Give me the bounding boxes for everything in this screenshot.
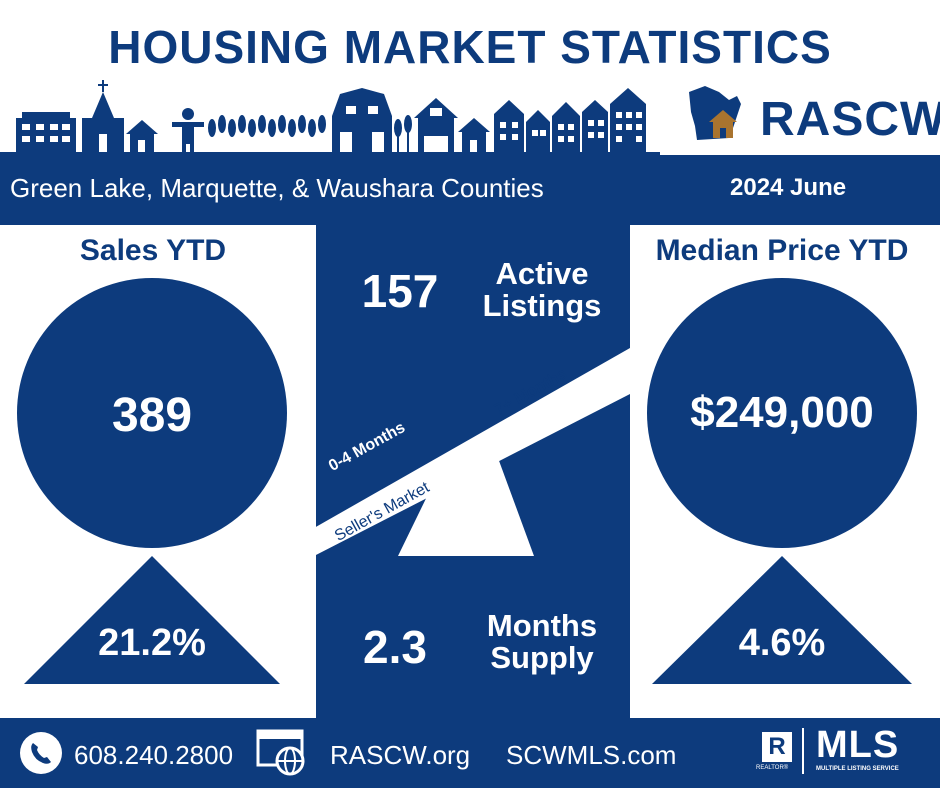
- scale-fulcrum: [398, 458, 534, 556]
- wheat-icon: [394, 115, 412, 152]
- realtor-text: REALTOR®: [756, 765, 789, 771]
- sales-value: 389: [111, 389, 193, 442]
- sales-ytd-heading: Sales YTD: [79, 234, 227, 267]
- sales-change-triangle: [24, 556, 280, 684]
- logo-divider: [802, 728, 804, 774]
- web-browser-icon: [256, 729, 305, 776]
- wisconsin-house-logo: [689, 86, 741, 140]
- barn-icon: [332, 88, 392, 152]
- page-title: HOUSING MARKET STATISTICS: [108, 21, 832, 73]
- median-price-value: $249,000: [690, 388, 874, 437]
- price-change-triangle: [652, 556, 912, 684]
- sales-circle: [17, 278, 287, 548]
- skyline-illustration: [0, 80, 660, 156]
- mls-subtitle: MULTIPLE LISTING SERVICE: [816, 766, 899, 772]
- website-rascw-link[interactable]: RASCW.org: [330, 740, 471, 770]
- realtor-logo: R: [762, 732, 792, 762]
- region-band: [0, 155, 940, 225]
- active-listings-label-line2: Listings: [482, 288, 602, 323]
- scarecrow-icon: [172, 108, 204, 152]
- website-scwmls-link[interactable]: SCWMLS.com: [506, 740, 677, 770]
- scale-beam: [314, 348, 630, 556]
- median-price-heading: Median Price YTD: [655, 234, 909, 267]
- house-icon: [458, 118, 490, 152]
- house-icon: [126, 120, 158, 152]
- building-icon: [16, 112, 76, 152]
- months-supply-label-line2: Supply: [490, 640, 594, 675]
- active-listings-label: Active Listings: [462, 258, 622, 322]
- months-supply-label-line1: Months: [486, 608, 598, 643]
- region-label: Green Lake, Marquette, & Waushara Counti…: [10, 173, 544, 203]
- church-icon: [82, 80, 124, 152]
- months-supply-label: Months Supply: [462, 610, 622, 674]
- period-label: 2024 June: [730, 174, 847, 201]
- price-change: 4.6%: [738, 622, 826, 664]
- sales-change: 21.2%: [98, 622, 206, 664]
- mls-logo: MLS: [816, 724, 900, 766]
- months-supply-value: 2.3: [363, 621, 427, 673]
- median-price-circle: [647, 278, 917, 548]
- phone-number[interactable]: 608.240.2800: [74, 740, 234, 770]
- wheat-icon: [208, 115, 326, 152]
- town-icon: [494, 88, 646, 152]
- phone-icon: [20, 732, 62, 774]
- farmhouse-icon: [414, 98, 458, 152]
- active-listings-label-line1: Active: [495, 256, 589, 291]
- active-listings-value: 157: [361, 265, 439, 317]
- brand-name: RASCW: [760, 93, 940, 146]
